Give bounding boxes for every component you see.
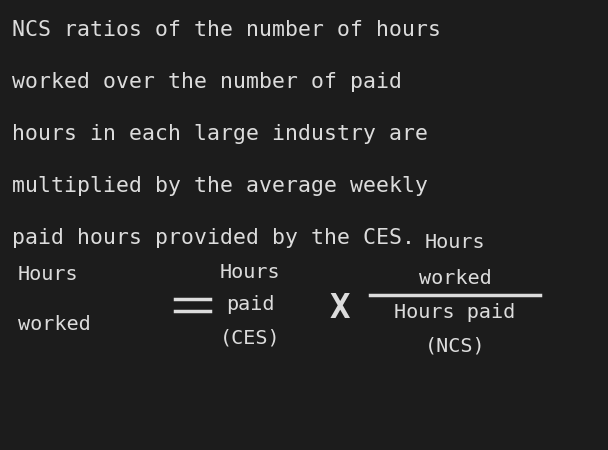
Text: paid: paid bbox=[226, 296, 274, 315]
Text: Hours paid: Hours paid bbox=[395, 302, 516, 321]
Text: worked: worked bbox=[18, 315, 91, 334]
Text: worked: worked bbox=[419, 269, 491, 288]
Text: Hours: Hours bbox=[424, 233, 485, 252]
Text: (NCS): (NCS) bbox=[424, 337, 485, 356]
Text: worked over the number of paid: worked over the number of paid bbox=[12, 72, 402, 92]
Text: hours in each large industry are: hours in each large industry are bbox=[12, 124, 428, 144]
Text: X: X bbox=[330, 292, 350, 324]
Text: Hours: Hours bbox=[219, 262, 280, 282]
Text: (CES): (CES) bbox=[219, 328, 280, 347]
Text: NCS ratios of the number of hours: NCS ratios of the number of hours bbox=[12, 20, 441, 40]
Text: paid hours provided by the CES.: paid hours provided by the CES. bbox=[12, 228, 415, 248]
Text: multiplied by the average weekly: multiplied by the average weekly bbox=[12, 176, 428, 196]
Text: Hours: Hours bbox=[18, 266, 78, 284]
